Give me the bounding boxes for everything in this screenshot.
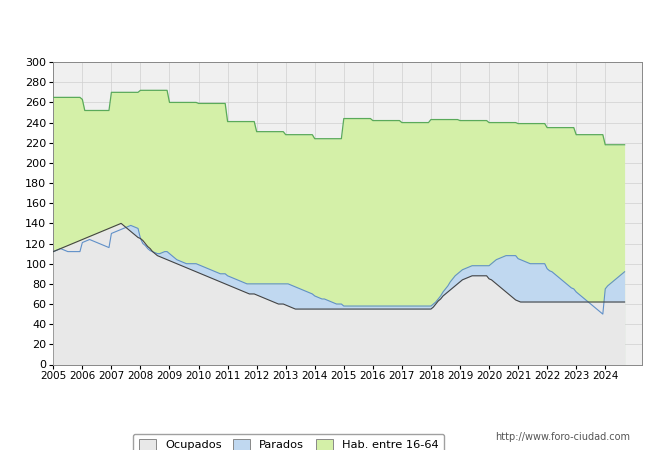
Legend: Ocupados, Parados, Hab. entre 16-64: Ocupados, Parados, Hab. entre 16-64 xyxy=(133,434,444,450)
Text: Valderrey - Evolucion de la poblacion en edad de Trabajar Septiembre de 2024: Valderrey - Evolucion de la poblacion en… xyxy=(79,23,571,36)
Text: http://www.foro-ciudad.com: http://www.foro-ciudad.com xyxy=(495,432,630,442)
